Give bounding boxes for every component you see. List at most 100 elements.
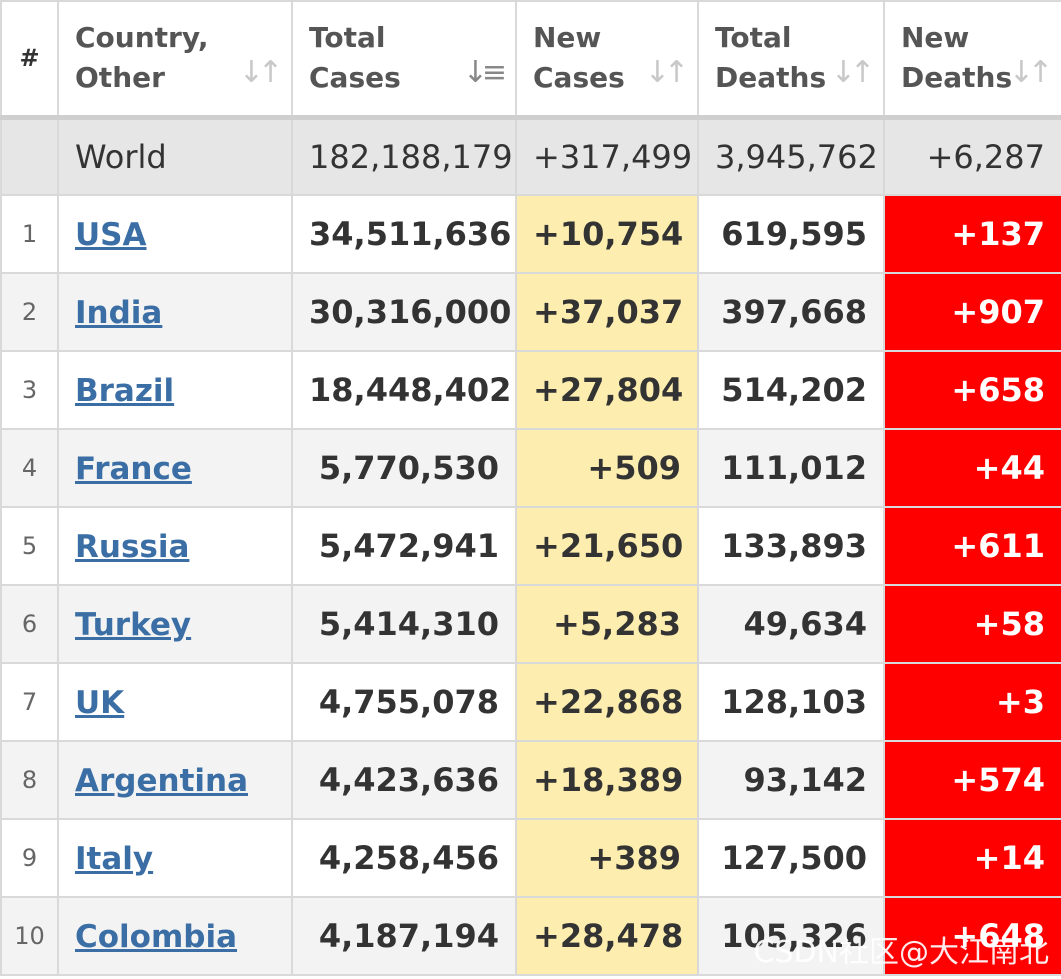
row-index: 4	[0, 428, 59, 508]
new-cases-cell: +18,389	[515, 740, 699, 820]
world-index-cell	[0, 116, 59, 196]
total-deaths-cell: 514,202	[697, 350, 885, 430]
row-index: 3	[0, 350, 59, 430]
new-deaths-cell: +3	[883, 662, 1061, 742]
table-row: 7 UK 4,755,078 +22,868 128,103 +3	[0, 662, 1061, 742]
country-link[interactable]: Italy	[75, 841, 154, 877]
country-cell: UK	[57, 662, 293, 742]
row-index: 6	[0, 584, 59, 664]
new-deaths-cell: +58	[883, 584, 1061, 664]
header-index[interactable]: #	[0, 0, 59, 120]
table-row: 5 Russia 5,472,941 +21,650 133,893 +611	[0, 506, 1061, 586]
country-cell: Turkey	[57, 584, 293, 664]
country-link[interactable]: USA	[75, 217, 147, 253]
header-new-deaths-line1: New	[901, 21, 970, 55]
row-index: 7	[0, 662, 59, 742]
new-deaths-cell: +137	[883, 194, 1061, 274]
new-deaths-cell: +14	[883, 818, 1061, 898]
total-deaths-cell: 619,595	[697, 194, 885, 274]
world-total-deaths: 3,945,762	[697, 116, 885, 196]
total-cases-cell: 30,316,000	[291, 272, 517, 352]
header-total-deaths[interactable]: Total Deaths ↓↑	[697, 0, 885, 120]
table-row: 8 Argentina 4,423,636 +18,389 93,142 +574	[0, 740, 1061, 820]
new-cases-cell: +22,868	[515, 662, 699, 742]
world-new-deaths: +6,287	[883, 116, 1061, 196]
sort-both-icon[interactable]: ↓↑	[830, 54, 875, 90]
country-cell: USA	[57, 194, 293, 274]
country-link[interactable]: Brazil	[75, 373, 175, 409]
total-cases-cell: 4,423,636	[291, 740, 517, 820]
country-cell: Argentina	[57, 740, 293, 820]
header-country-line1: Country,	[75, 21, 209, 55]
new-deaths-cell: +44	[883, 428, 1061, 508]
total-cases-cell: 18,448,402	[291, 350, 517, 430]
header-total-deaths-line2: Deaths	[715, 61, 827, 95]
header-new-cases-line2: Cases	[533, 61, 625, 95]
sort-both-icon[interactable]: ↓↑	[1008, 54, 1053, 90]
header-new-deaths[interactable]: New Deaths ↓↑	[883, 0, 1061, 120]
table-row: 10 Colombia 4,187,194 +28,478 105,326 +648	[0, 896, 1061, 976]
table-row: 6 Turkey 5,414,310 +5,283 49,634 +58	[0, 584, 1061, 664]
total-deaths-cell: 93,142	[697, 740, 885, 820]
country-cell: France	[57, 428, 293, 508]
country-link[interactable]: Argentina	[75, 763, 248, 799]
country-cell: India	[57, 272, 293, 352]
total-cases-cell: 4,187,194	[291, 896, 517, 976]
header-new-cases-line1: New	[533, 21, 602, 55]
sort-both-icon[interactable]: ↓↑	[238, 54, 283, 90]
table-row: 1 USA 34,511,636 +10,754 619,595 +137	[0, 194, 1061, 274]
table-row: 4 France 5,770,530 +509 111,012 +44	[0, 428, 1061, 508]
world-total-row: World 182,188,179 +317,499 3,945,762 +6,…	[0, 116, 1061, 196]
country-cell: Russia	[57, 506, 293, 586]
world-name: World	[57, 116, 293, 196]
new-cases-cell: +10,754	[515, 194, 699, 274]
header-total-deaths-line1: Total	[715, 21, 792, 55]
new-cases-cell: +389	[515, 818, 699, 898]
total-deaths-cell: 49,634	[697, 584, 885, 664]
new-deaths-cell: +611	[883, 506, 1061, 586]
total-deaths-cell: 128,103	[697, 662, 885, 742]
country-cell: Brazil	[57, 350, 293, 430]
total-cases-cell: 5,472,941	[291, 506, 517, 586]
total-deaths-cell: 127,500	[697, 818, 885, 898]
new-deaths-cell: +648	[883, 896, 1061, 976]
header-total-cases[interactable]: Total Cases ↓≡	[291, 0, 517, 120]
new-cases-cell: +37,037	[515, 272, 699, 352]
country-link[interactable]: Turkey	[75, 607, 192, 643]
world-new-cases: +317,499	[515, 116, 699, 196]
header-total-cases-line1: Total	[309, 21, 386, 55]
table-header-row: # Country, Other ↓↑ Total Cases ↓≡ New	[0, 0, 1061, 120]
new-cases-cell: +21,650	[515, 506, 699, 586]
header-country-line2: Other	[75, 61, 165, 95]
row-index: 8	[0, 740, 59, 820]
new-cases-cell: +509	[515, 428, 699, 508]
new-deaths-cell: +574	[883, 740, 1061, 820]
new-cases-cell: +27,804	[515, 350, 699, 430]
country-cell: Italy	[57, 818, 293, 898]
row-index: 9	[0, 818, 59, 898]
total-deaths-cell: 397,668	[697, 272, 885, 352]
country-link[interactable]: Russia	[75, 529, 190, 565]
header-index-label: #	[19, 44, 40, 73]
table-row: 2 India 30,316,000 +37,037 397,668 +907	[0, 272, 1061, 352]
sort-descending-icon[interactable]: ↓≡	[462, 54, 507, 90]
total-cases-cell: 4,258,456	[291, 818, 517, 898]
header-new-cases[interactable]: New Cases ↓↑	[515, 0, 699, 120]
country-link[interactable]: India	[75, 295, 163, 331]
country-link[interactable]: Colombia	[75, 919, 238, 955]
total-cases-cell: 5,414,310	[291, 584, 517, 664]
total-deaths-cell: 105,326	[697, 896, 885, 976]
total-cases-cell: 5,770,530	[291, 428, 517, 508]
country-link[interactable]: France	[75, 451, 192, 487]
country-link[interactable]: UK	[75, 685, 125, 721]
sort-both-icon[interactable]: ↓↑	[644, 54, 689, 90]
row-index: 2	[0, 272, 59, 352]
header-country[interactable]: Country, Other ↓↑	[57, 0, 293, 120]
total-deaths-cell: 111,012	[697, 428, 885, 508]
table-row: 9 Italy 4,258,456 +389 127,500 +14	[0, 818, 1061, 898]
header-new-deaths-line2: Deaths	[901, 61, 1013, 95]
new-cases-cell: +5,283	[515, 584, 699, 664]
total-deaths-cell: 133,893	[697, 506, 885, 586]
country-cell: Colombia	[57, 896, 293, 976]
